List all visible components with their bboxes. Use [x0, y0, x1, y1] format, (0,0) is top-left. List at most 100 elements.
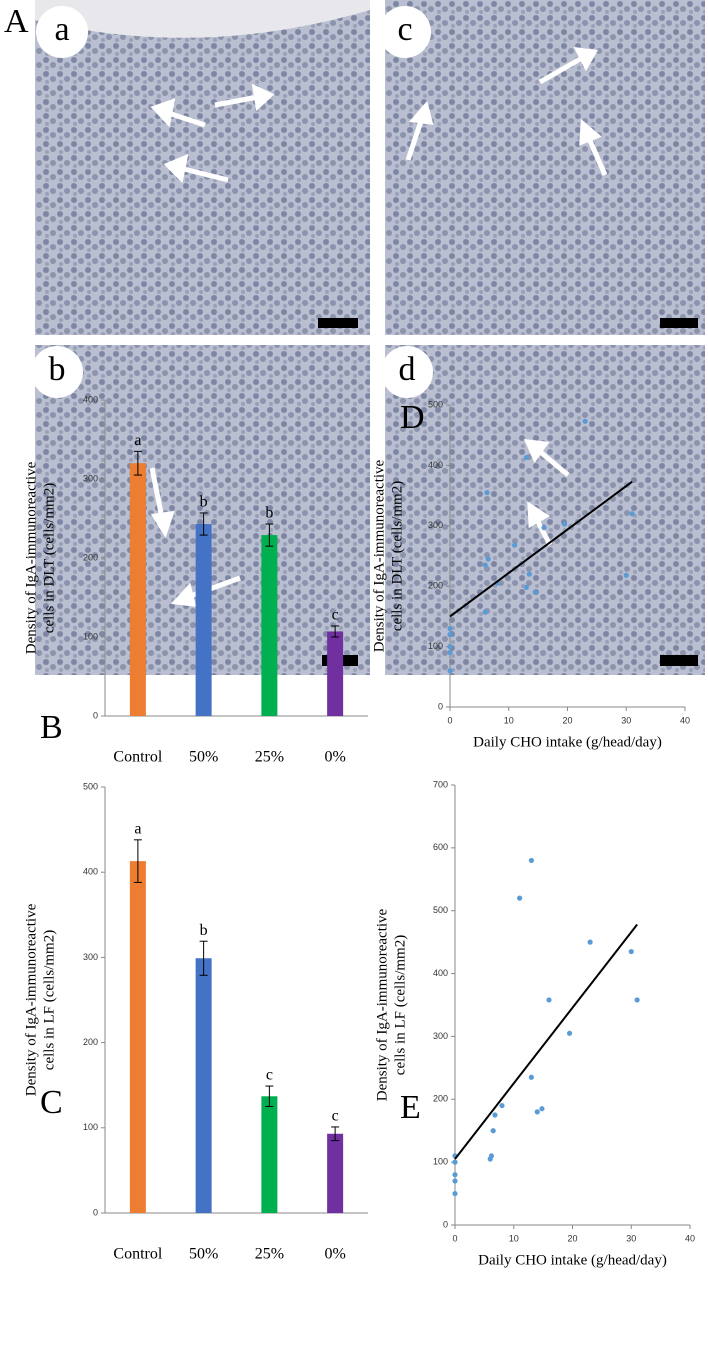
point [482, 609, 488, 615]
point [447, 631, 453, 638]
trendline [454, 923, 638, 1160]
point [528, 1074, 534, 1080]
bar [129, 861, 146, 1213]
x-tick-label: 50% [189, 749, 218, 766]
point [499, 1102, 505, 1109]
micrograph-letter: a [54, 11, 69, 48]
bar [261, 1096, 278, 1213]
y-axis-label: Density of IgA-immunoreactive [371, 459, 387, 652]
significance-letter: a [134, 432, 141, 449]
y-tick-label: 0 [443, 1219, 448, 1229]
y-tick-label: 600 [433, 842, 448, 852]
significance-letter: b [200, 922, 208, 939]
significance-letter: b [200, 494, 208, 511]
significance-letter: c [332, 1108, 339, 1125]
y-tick-label: 100 [83, 1122, 98, 1132]
point [482, 562, 488, 568]
x-tick-label: 0 [447, 715, 452, 725]
point [512, 542, 518, 548]
x-tick-label: 10 [504, 715, 514, 725]
x-tick-label: 30 [621, 715, 631, 725]
point [492, 1112, 498, 1118]
point [528, 857, 534, 864]
point [488, 1153, 495, 1159]
y-tick-label: 100 [428, 641, 443, 651]
micrograph-letter: d [399, 351, 416, 388]
y-axis-label: Density of IgA-immunoreactive [23, 461, 39, 654]
panel-letter: D [400, 399, 425, 436]
micrograph-letter: b [49, 351, 66, 388]
y-tick-label: 300 [83, 952, 98, 962]
x-tick-label: 40 [685, 1233, 695, 1243]
bar [327, 1133, 344, 1213]
point [484, 489, 490, 496]
point [582, 418, 588, 424]
x-tick-label: 0% [324, 749, 345, 766]
y-tick-label: 300 [83, 473, 98, 483]
point [523, 454, 529, 461]
bar [195, 958, 212, 1213]
point [526, 571, 532, 577]
x-tick-label: 40 [680, 715, 690, 725]
y-tick-label: 100 [433, 1157, 448, 1167]
y-tick-label: 400 [83, 394, 98, 404]
point [628, 948, 634, 955]
point [517, 895, 523, 901]
panel-letter: B [40, 709, 63, 746]
point [532, 589, 538, 595]
point [541, 525, 547, 531]
y-tick-label: 100 [83, 631, 98, 641]
point [452, 1190, 458, 1197]
y-tick-label: 0 [93, 1207, 98, 1217]
significance-letter: c [332, 607, 339, 624]
y-tick-label: 400 [433, 968, 448, 978]
point [452, 1178, 458, 1184]
point [561, 521, 568, 527]
x-axis-label: Daily CHO intake (g/head/day) [473, 734, 662, 750]
significance-letter: c [266, 1067, 273, 1084]
point [447, 644, 453, 650]
y-tick-label: 400 [428, 460, 443, 470]
point [629, 511, 635, 517]
point [523, 584, 529, 591]
point [539, 1106, 545, 1112]
bar [195, 524, 212, 716]
micrograph-a [35, 0, 370, 335]
x-tick-label: 20 [562, 715, 572, 725]
y-tick-label: 0 [93, 710, 98, 720]
x-tick-label: 20 [567, 1233, 577, 1243]
point [485, 556, 491, 562]
point [566, 1030, 573, 1036]
point [447, 625, 453, 632]
x-axis-label: Daily CHO intake (g/head/day) [478, 1252, 667, 1268]
point [587, 939, 593, 945]
point [447, 650, 453, 656]
x-tick-label: 10 [509, 1233, 519, 1243]
point [634, 997, 640, 1003]
y-tick-label: 200 [433, 1094, 448, 1104]
y-tick-label: 700 [433, 779, 448, 789]
point [546, 997, 552, 1003]
significance-letter: a [134, 820, 141, 837]
significance-letter: b [265, 505, 273, 522]
y-tick-label: 0 [438, 701, 443, 711]
y-tick-label: 200 [83, 1037, 98, 1047]
x-tick-label: 25% [255, 749, 284, 766]
y-axis-label: cells in DLT (cells/mm2) [389, 481, 405, 631]
point [490, 1128, 496, 1134]
point [623, 572, 629, 578]
y-tick-label: 200 [428, 581, 443, 591]
y-axis-label: cells in LF (cells/mm2) [41, 930, 57, 1070]
x-tick-label: Control [113, 749, 162, 766]
y-tick-label: 500 [428, 399, 443, 409]
y-tick-label: 400 [83, 867, 98, 877]
bar [129, 463, 146, 716]
bar [327, 631, 344, 716]
y-tick-label: 300 [433, 1031, 448, 1041]
y-tick-label: 500 [433, 905, 448, 915]
x-tick-label: Control [113, 1246, 162, 1263]
x-tick-label: 50% [189, 1246, 218, 1263]
trendline [449, 480, 633, 618]
y-axis-label: Density of IgA-immunoreactive [23, 903, 39, 1096]
